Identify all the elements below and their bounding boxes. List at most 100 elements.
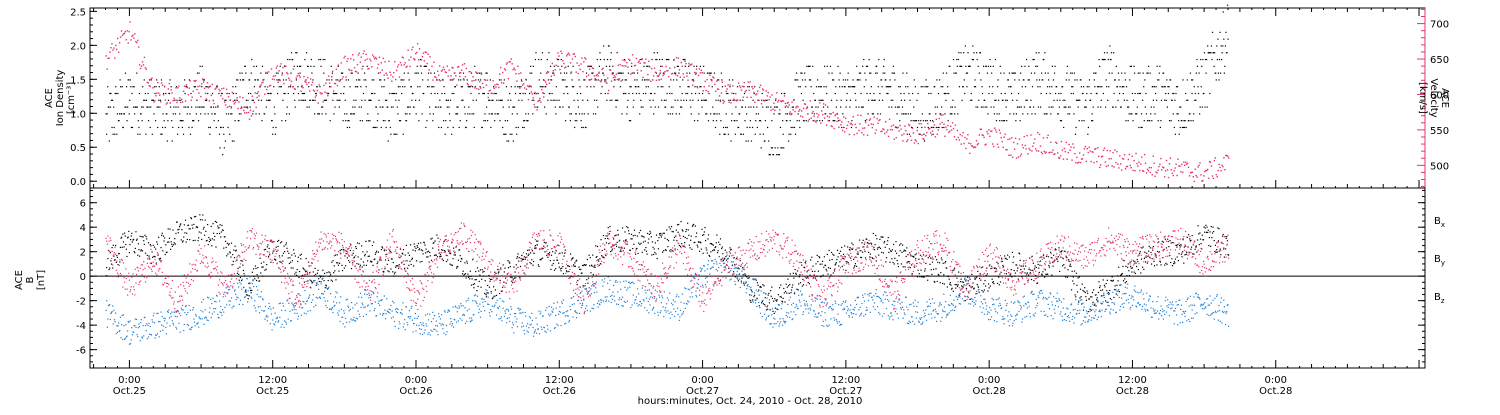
density-point <box>851 127 852 128</box>
density-point <box>438 106 439 107</box>
density-point <box>1150 113 1151 114</box>
bx-point <box>178 229 179 230</box>
density-point <box>957 113 958 114</box>
density-point <box>815 106 816 107</box>
density-point <box>707 73 708 74</box>
velocity-point <box>106 55 107 56</box>
bx-point <box>427 251 428 252</box>
density-point <box>895 106 896 107</box>
density-point <box>599 52 600 53</box>
bx-point <box>783 298 784 299</box>
bx-point <box>424 244 425 245</box>
density-point <box>467 79 468 80</box>
velocity-point <box>1179 165 1180 166</box>
density-point <box>792 106 793 107</box>
velocity-point <box>481 73 482 74</box>
density-point <box>359 106 360 107</box>
density-point <box>929 113 930 114</box>
velocity-point <box>1131 167 1132 168</box>
density-point <box>1151 106 1152 107</box>
velocity-point <box>1184 165 1185 166</box>
bx-point <box>904 266 905 267</box>
velocity-point <box>437 71 438 72</box>
density-point <box>411 100 412 101</box>
velocity-point <box>704 86 705 87</box>
bx-point <box>340 250 341 251</box>
velocity-point <box>1210 161 1211 162</box>
velocity-point <box>991 130 992 131</box>
velocity-point <box>1182 172 1183 173</box>
bx-point <box>676 230 677 231</box>
density-point <box>944 113 945 114</box>
bx-point <box>529 262 530 263</box>
density-point <box>333 93 334 94</box>
velocity-point <box>1102 156 1103 157</box>
density-point <box>537 106 538 107</box>
density-point <box>694 120 695 121</box>
bx-point <box>801 265 802 266</box>
density-point <box>425 127 426 128</box>
velocity-axis-label-line: ACE <box>1439 88 1450 108</box>
velocity-point <box>218 89 219 90</box>
density-point <box>1047 86 1048 87</box>
bx-point <box>679 245 680 246</box>
density-point <box>347 127 348 128</box>
density-point <box>1185 93 1186 94</box>
density-point <box>1137 93 1138 94</box>
velocity-point <box>226 89 227 90</box>
bx-point <box>109 268 110 269</box>
bx-point <box>547 245 548 246</box>
density-point <box>902 106 903 107</box>
bx-point <box>905 250 906 251</box>
bx-point <box>338 265 339 266</box>
density-point <box>518 100 519 101</box>
velocity-point <box>824 117 825 118</box>
density-point <box>621 113 622 114</box>
velocity-point <box>1110 150 1111 151</box>
bx-point <box>1023 260 1024 261</box>
density-point <box>889 86 890 87</box>
density-point <box>184 79 185 80</box>
density-point <box>129 113 130 114</box>
density-point <box>802 100 803 101</box>
bx-point <box>405 254 406 255</box>
density-point <box>970 66 971 67</box>
density-point <box>1094 86 1095 87</box>
bx-point <box>695 236 696 237</box>
density-point <box>1015 73 1016 74</box>
bx-point <box>931 274 932 275</box>
density-point <box>776 106 777 107</box>
bx-point <box>1036 267 1037 268</box>
bx-point <box>987 273 988 274</box>
density-point <box>654 93 655 94</box>
density-point <box>498 113 499 114</box>
density-point <box>1121 106 1122 107</box>
bx-point <box>215 246 216 247</box>
density-point <box>478 79 479 80</box>
velocity-point <box>190 80 191 81</box>
velocity-point <box>1218 164 1219 165</box>
bx-point <box>403 264 404 265</box>
density-point <box>685 66 686 67</box>
bx-point <box>997 283 998 284</box>
velocity-tick-label: 650 <box>1430 55 1449 66</box>
bx-point <box>163 240 164 241</box>
velocity-point <box>823 103 824 104</box>
density-point <box>928 93 929 94</box>
velocity-point <box>567 54 568 55</box>
density-point <box>909 134 910 135</box>
density-point <box>157 127 158 128</box>
bx-point <box>981 290 982 291</box>
density-point <box>185 106 186 107</box>
density-point <box>616 100 617 101</box>
velocity-point <box>695 74 696 75</box>
bx-point <box>107 258 108 259</box>
density-point <box>338 66 339 67</box>
velocity-point <box>299 76 300 77</box>
bx-point <box>125 236 126 237</box>
b-axis-label-line: [nT] <box>36 270 47 290</box>
density-point <box>680 106 681 107</box>
density-point <box>169 93 170 94</box>
density-point <box>372 93 373 94</box>
density-point <box>229 93 230 94</box>
